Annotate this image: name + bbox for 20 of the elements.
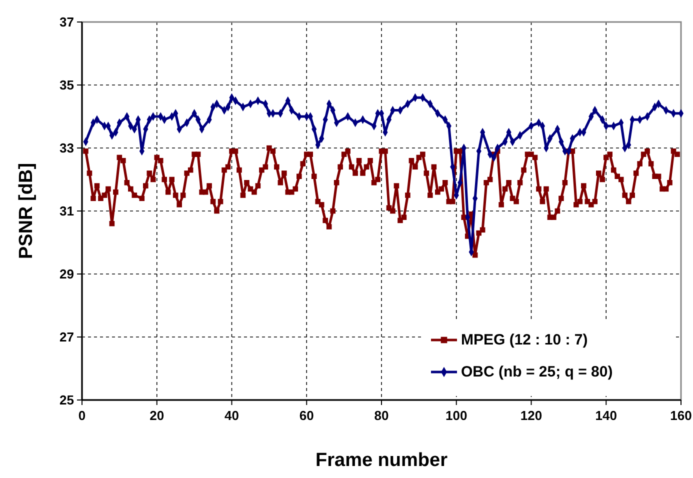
- x-tick-label: 40: [224, 408, 239, 423]
- legend-label: MPEG (12 : 10 : 7): [461, 332, 588, 348]
- y-tick-label: 27: [60, 330, 74, 344]
- y-tick-label: 31: [60, 204, 74, 218]
- y-tick-label: 35: [60, 78, 74, 92]
- y-tick-label: 25: [60, 392, 74, 408]
- x-tick-label: 20: [150, 408, 164, 423]
- y-axis-title: PSNR [dB]: [16, 162, 37, 260]
- x-tick-label: 60: [299, 408, 314, 423]
- x-tick-label: 140: [595, 408, 617, 423]
- y-tick-label: 29: [60, 266, 74, 282]
- x-tick-label: 100: [446, 408, 468, 423]
- x-axis-title: Frame number: [316, 450, 448, 471]
- x-tick-label: 0: [78, 408, 86, 423]
- y-tick-label: 33: [60, 140, 74, 156]
- x-tick-label: 120: [520, 408, 542, 423]
- legend-label: OBC (nb = 25; q = 80): [461, 364, 613, 380]
- x-tick-label: 160: [670, 408, 692, 423]
- x-tick-label: 80: [374, 408, 389, 423]
- y-tick-label: 37: [60, 14, 74, 30]
